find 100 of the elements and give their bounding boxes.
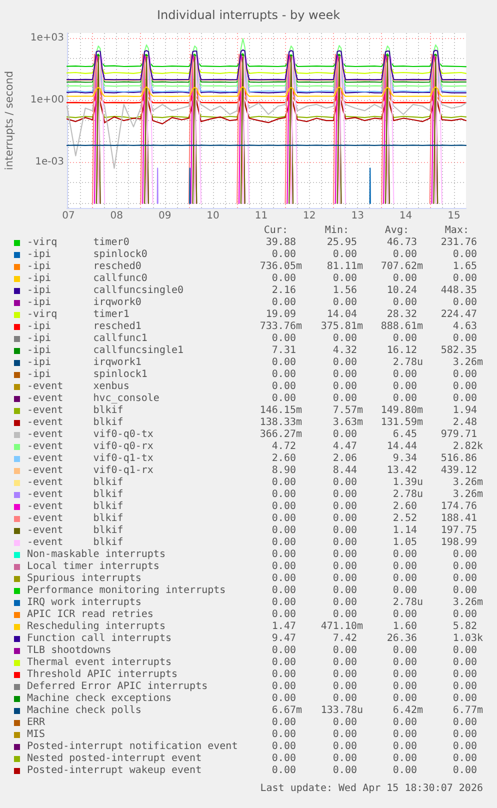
text: 375.81m [320, 321, 363, 333]
text: 0.00 [452, 561, 477, 573]
text: 14.44 [386, 441, 417, 453]
text: 3.26m [452, 597, 483, 609]
legend-label: MIS [27, 729, 46, 741]
text: 2.16 [272, 285, 296, 297]
x-tick-label: 14 [399, 210, 412, 222]
legend-label: ERR [27, 717, 46, 729]
text: 0.00 [272, 717, 296, 729]
text: 1.03k [452, 633, 483, 645]
text: 39.88 [266, 237, 296, 249]
text: 0.00 [332, 741, 357, 753]
text: Min: [324, 225, 349, 237]
text: 1.56 [332, 285, 357, 297]
text: 0.00 [392, 573, 417, 585]
text: 0.00 [452, 249, 477, 261]
text: Last update: Wed Apr 15 18:30:07 2026 [260, 783, 483, 795]
legend-label: -ipi irqwork1 [27, 357, 142, 369]
text: 0.00 [392, 561, 417, 573]
text: 131.59m [380, 417, 423, 429]
text: 707.62m [380, 261, 423, 273]
text: 0.00 [392, 717, 417, 729]
text: 0.00 [332, 645, 357, 657]
legend-label: Machine check polls [27, 705, 142, 717]
text: 4.47 [332, 441, 357, 453]
text: 14.04 [326, 309, 357, 321]
text: 0.00 [452, 645, 477, 657]
text: 0.00 [332, 765, 357, 777]
text: 0.00 [332, 273, 357, 285]
text: 0.00 [392, 609, 417, 621]
text: 0.00 [272, 333, 296, 345]
legend-label: -ipi resched1 [27, 321, 142, 333]
text: 0.00 [332, 501, 357, 513]
text: 0.00 [272, 681, 296, 693]
text: 0.00 [272, 729, 296, 741]
text: 1.47 [272, 621, 296, 633]
legend-label: -ipi spinlock0 [27, 249, 148, 261]
text: 0.00 [272, 741, 296, 753]
legend-label: Nested posted-interrupt event [27, 753, 202, 765]
legend-label: -ipi callfuncsingle1 [27, 345, 184, 357]
text: 0.00 [392, 681, 417, 693]
text: 4.63 [452, 321, 477, 333]
text: 0.00 [392, 249, 417, 261]
text: 0.00 [332, 681, 357, 693]
text: 0.00 [272, 753, 296, 765]
text: 9.34 [392, 453, 417, 465]
text: 174.76 [440, 501, 477, 513]
text: 0.00 [392, 333, 417, 345]
text: 0.00 [392, 729, 417, 741]
text: 0.00 [332, 249, 357, 261]
text: 28.32 [386, 309, 417, 321]
text: 3.26m [452, 477, 483, 489]
text: 0.00 [272, 597, 296, 609]
text: 2.60 [392, 501, 417, 513]
legend-label: Thermal event interrupts [27, 657, 172, 669]
text: 0.00 [392, 765, 417, 777]
legend-label: Spurious interrupts [27, 573, 142, 585]
x-tick-label: 07 [62, 210, 75, 222]
legend-label: -event xenbus [27, 381, 130, 393]
text: 7.42 [332, 633, 357, 645]
text: 0.00 [332, 573, 357, 585]
text: 2.48 [452, 417, 477, 429]
text: 6.67m [272, 705, 302, 717]
legend-label: Non-maskable interrupts [27, 549, 166, 561]
text: 0.00 [332, 489, 357, 501]
text: 0.00 [452, 393, 477, 405]
text: 2.82k [452, 441, 483, 453]
text: 0.00 [452, 333, 477, 345]
text: 25.95 [326, 237, 357, 249]
text: 0.00 [452, 669, 477, 681]
text: 0.00 [272, 273, 296, 285]
text: 7.57m [332, 405, 363, 417]
text: 1.14 [392, 525, 417, 537]
text: 0.00 [332, 357, 357, 369]
text: 0.00 [332, 609, 357, 621]
text: 0.00 [272, 393, 296, 405]
chart-title: Individual interrupts - by week [156, 8, 340, 22]
text: 16.12 [386, 345, 417, 357]
text: 0.00 [452, 753, 477, 765]
legend-label: -event blkif [27, 525, 124, 537]
legend-label: -virq timer0 [27, 237, 130, 249]
text: 81.11m [326, 261, 363, 273]
text: 733.76m [260, 321, 302, 333]
legend-label: Deferred Error APIC interrupts [27, 681, 208, 693]
legend-label: -ipi irqwork0 [27, 297, 142, 309]
text: 0.00 [272, 489, 296, 501]
text: 0.00 [272, 657, 296, 669]
text: 1.05 [392, 537, 417, 549]
legend-label: Posted-interrupt notification event [27, 741, 238, 753]
text: 2.06 [332, 453, 357, 465]
text: 13.42 [386, 465, 417, 477]
text: 0.00 [332, 693, 357, 705]
text: 0.00 [392, 393, 417, 405]
text: 0.00 [392, 645, 417, 657]
text: 2.78u [392, 357, 423, 369]
legend-label: Function call interrupts [27, 633, 172, 645]
text: 0.00 [452, 573, 477, 585]
y-tick-label: 1e+03 [30, 32, 64, 44]
line-series [66, 86, 467, 97]
text: 0.00 [272, 537, 296, 549]
